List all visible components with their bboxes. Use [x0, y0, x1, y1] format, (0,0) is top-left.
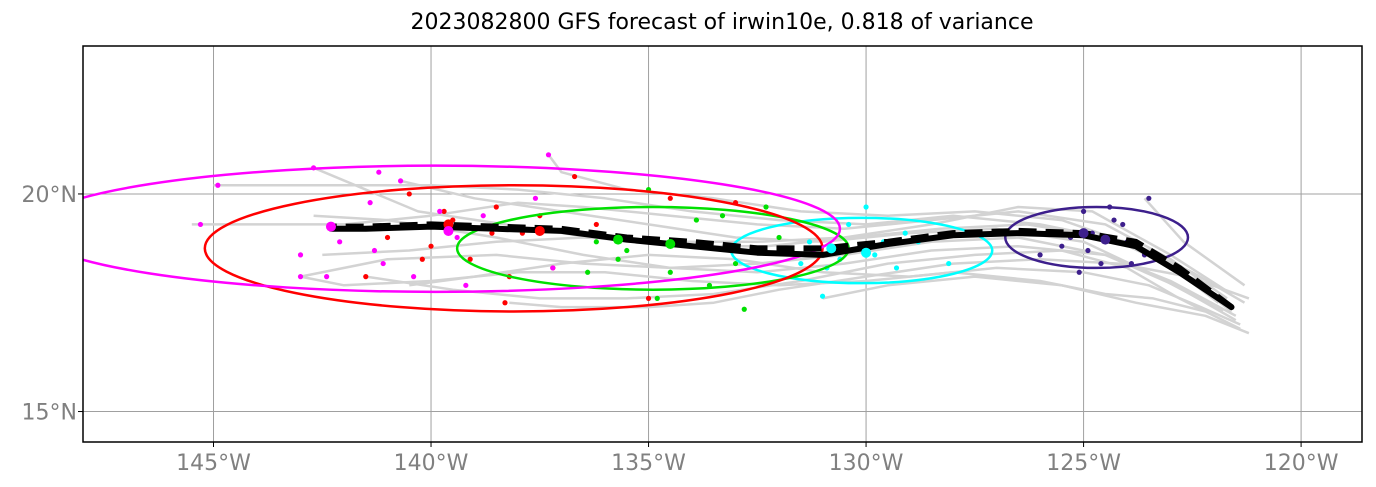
member-point-t5	[480, 213, 486, 219]
member-point-t3	[654, 295, 660, 301]
member-point-t4	[441, 208, 447, 214]
member-point-t3	[732, 260, 739, 267]
member-point-t5	[367, 200, 373, 206]
member-point-t3	[741, 306, 747, 312]
ensemble-track	[322, 205, 1233, 296]
mean-point-t1	[1078, 228, 1089, 239]
member-point-t4	[363, 274, 369, 280]
member-point-t4	[571, 173, 578, 180]
member-point-t5	[545, 152, 552, 158]
member-point-t5	[197, 221, 204, 228]
member-point-t4	[384, 234, 391, 241]
member-point-t3	[667, 269, 673, 275]
member-point-t5	[376, 169, 382, 175]
member-point-t5	[380, 260, 386, 267]
member-point-t2	[819, 293, 826, 299]
member-point-t5	[337, 239, 343, 245]
mean-point-t3	[613, 234, 624, 245]
x-tick-label: 135°W	[611, 451, 686, 476]
member-point-t5	[397, 178, 404, 184]
plot-background	[83, 46, 1362, 442]
mean-point-t1	[1100, 234, 1111, 245]
chart-title: 2023082800 GFS forecast of irwin10e, 0.8…	[410, 10, 1034, 35]
member-point-t2	[863, 204, 869, 210]
member-point-t2	[902, 230, 908, 236]
member-point-t5	[463, 282, 469, 288]
member-point-t5	[371, 247, 378, 254]
mean-point-t5	[443, 225, 454, 236]
member-point-t1	[1146, 195, 1152, 201]
plot-frame	[82, 45, 1363, 443]
tick-labels: 145°W 140°W 135°W 130°W 125°W 120°W 15°N 20°N	[22, 183, 1339, 476]
member-point-t1	[1059, 243, 1065, 249]
member-point-t5	[324, 274, 330, 280]
member-point-t1	[1080, 208, 1087, 214]
member-point-t4	[645, 295, 652, 301]
ensemble-track	[300, 271, 1206, 313]
member-point-t5	[411, 274, 417, 280]
ensemble-track	[313, 214, 1237, 322]
member-point-t4	[502, 300, 508, 306]
member-point-t4	[667, 195, 673, 201]
member-point-t2	[946, 260, 952, 267]
member-point-t3	[763, 204, 769, 210]
member-point-t3	[624, 247, 630, 254]
member-point-t3	[593, 239, 599, 245]
member-point-t2	[798, 260, 804, 267]
member-point-t5	[297, 274, 304, 280]
x-tick-label: 145°W	[176, 451, 251, 476]
mean-point-t2	[861, 247, 872, 258]
spread-ellipse-t1	[1004, 205, 1190, 270]
member-point-t1	[1085, 247, 1091, 254]
data-layer	[83, 152, 1250, 335]
member-point-t1	[1098, 260, 1104, 267]
x-tick-label: 140°W	[394, 451, 469, 476]
ensemble-track	[1143, 197, 1246, 287]
member-point-t4	[467, 256, 473, 262]
member-point-t2	[846, 221, 852, 228]
member-point-t3	[615, 256, 621, 262]
ensemble-track	[191, 201, 1228, 300]
member-point-t4	[406, 191, 412, 197]
member-point-t5	[215, 182, 221, 188]
member-point-t5	[550, 265, 556, 271]
member-point-t4	[489, 230, 495, 236]
member-point-t4	[428, 243, 434, 249]
x-tick-label: 125°W	[1046, 451, 1121, 476]
spread-ellipse-t5	[83, 164, 842, 294]
member-point-t5	[454, 234, 460, 241]
member-point-t4	[493, 204, 499, 210]
member-point-t1	[1037, 252, 1043, 258]
mean-point-t5	[325, 221, 336, 232]
mean-point-t2	[826, 243, 837, 254]
member-point-t4	[593, 221, 599, 228]
member-point-t3	[693, 217, 699, 223]
mean-point-t3	[665, 239, 676, 249]
member-point-t2	[806, 239, 813, 245]
member-point-t5	[532, 195, 539, 201]
member-point-t1	[1111, 217, 1117, 223]
member-point-t1	[1076, 269, 1082, 275]
x-tick-label: 130°W	[829, 451, 904, 476]
ensemble-track	[409, 253, 1241, 326]
member-point-t2	[872, 252, 878, 258]
member-point-t2	[893, 265, 900, 271]
member-point-t5	[297, 252, 304, 258]
member-point-t4	[419, 256, 425, 262]
mean-point-t4	[534, 225, 545, 236]
member-point-t3	[776, 234, 782, 241]
x-tick-label: 120°W	[1264, 451, 1339, 476]
member-point-t1	[1120, 221, 1126, 228]
member-point-t3	[585, 269, 591, 275]
y-tick-label: 15°N	[22, 401, 77, 426]
member-point-t3	[719, 213, 726, 219]
member-point-t5	[437, 208, 443, 214]
y-tick-label: 20°N	[22, 183, 77, 208]
ensemble-track	[400, 179, 1224, 313]
member-point-t3	[706, 282, 713, 288]
